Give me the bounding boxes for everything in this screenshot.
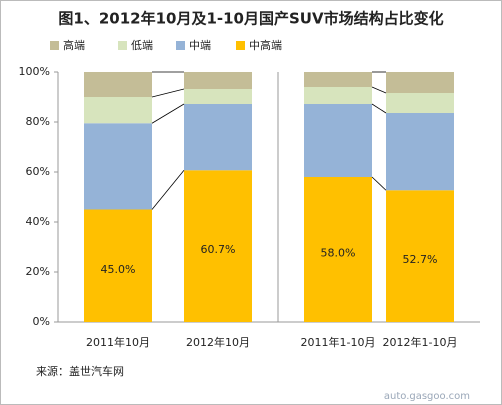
bar-segment xyxy=(386,72,454,93)
data-label: 52.7% xyxy=(403,253,438,266)
bar-segment xyxy=(304,104,372,177)
y-tick-label: 20% xyxy=(26,265,50,278)
bar-segment xyxy=(386,113,454,191)
legend-swatch xyxy=(118,41,127,50)
bar-segment xyxy=(304,87,372,104)
connector xyxy=(151,169,185,210)
source: 来源：盖世汽车网 xyxy=(36,364,124,378)
x-tick-label: 2011年10月 xyxy=(86,335,150,349)
bar-segment xyxy=(386,190,454,322)
chart-title: 图1、2012年10月及1-10月国产SUV市场结构占比变化 xyxy=(58,10,443,28)
y-tick-label: 0% xyxy=(33,315,50,328)
bar-segment xyxy=(184,104,252,171)
bar-segment xyxy=(184,170,252,322)
watermark: auto.gasgoo.com xyxy=(384,391,470,402)
bar-segment xyxy=(304,72,372,87)
bar-segment xyxy=(184,72,252,89)
bar-segment xyxy=(386,93,454,113)
y-tick-label: 80% xyxy=(26,115,50,128)
legend-swatch xyxy=(50,41,59,50)
y-tick-label: 40% xyxy=(26,215,50,228)
bar-segment xyxy=(184,89,252,104)
legend-swatch xyxy=(176,41,185,50)
legend-label: 中高端 xyxy=(249,38,282,52)
legend-label: 中端 xyxy=(189,39,211,52)
connector xyxy=(151,103,185,124)
legend-swatch xyxy=(236,41,245,50)
bar-segment xyxy=(304,177,372,322)
connector xyxy=(371,103,387,114)
legend-label: 低端 xyxy=(131,39,153,52)
connector xyxy=(151,88,185,98)
x-tick-label: 2011年1-10月 xyxy=(301,335,376,349)
bar-segment xyxy=(84,209,152,322)
data-label: 45.0% xyxy=(101,263,136,276)
data-label: 58.0% xyxy=(321,247,356,260)
bar-segment xyxy=(84,123,152,210)
connector xyxy=(371,86,387,94)
connector xyxy=(371,176,387,191)
y-tick-label: 100% xyxy=(19,65,50,78)
bar-segment xyxy=(84,72,152,97)
y-tick-label: 60% xyxy=(26,165,50,178)
x-tick-label: 2012年1-10月 xyxy=(383,335,458,349)
legend-label: 高端 xyxy=(63,38,85,52)
x-tick-label: 2012年10月 xyxy=(186,335,250,349)
bar-segment xyxy=(84,97,152,124)
data-label: 60.7% xyxy=(201,243,236,256)
